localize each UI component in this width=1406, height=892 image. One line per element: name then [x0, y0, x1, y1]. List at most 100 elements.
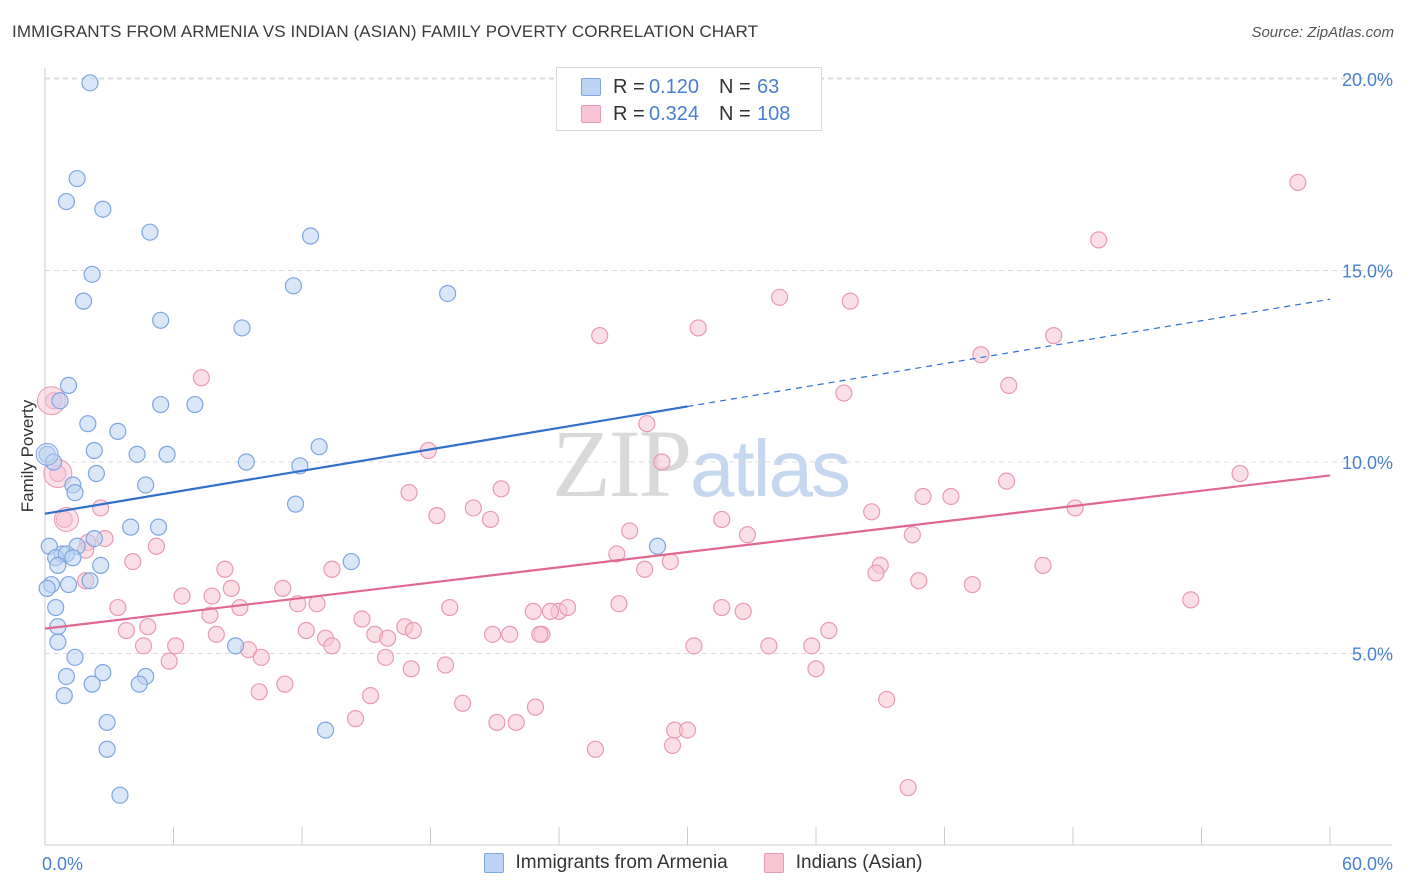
armenia-point	[59, 575, 78, 594]
grid-lines	[45, 77, 1392, 654]
armenia-point	[83, 265, 101, 283]
indian-point	[192, 369, 210, 387]
armenia-point	[186, 395, 204, 414]
series-armenia-points	[35, 74, 667, 804]
indian-point	[867, 564, 885, 582]
legend-label-indian: Indians (Asian)	[795, 852, 923, 873]
armenia-point	[128, 445, 146, 463]
indian-point	[361, 687, 380, 705]
indian-point	[203, 587, 221, 605]
indian-point	[1066, 499, 1084, 517]
indian-point	[610, 595, 628, 613]
armenia-point	[79, 415, 97, 433]
watermark-atlas: atlas	[690, 424, 851, 513]
y-tick-label: 15.0%	[1342, 262, 1393, 282]
indian-point	[661, 552, 679, 571]
indian-point	[117, 621, 135, 640]
armenia-point	[66, 648, 84, 666]
armenia-point	[227, 637, 245, 655]
indian-point	[541, 602, 560, 620]
indian-point	[738, 526, 757, 544]
armenia-point	[301, 227, 320, 245]
legend-n-value: 63	[757, 75, 780, 98]
armenia-point	[130, 675, 148, 693]
armenia-point	[152, 311, 170, 329]
legend-row-indian: R = 0.324 N = 108	[581, 101, 790, 127]
armenia-point	[51, 392, 69, 410]
trend-line-indian	[44, 474, 1331, 630]
legend-r-value: 0.324	[649, 102, 700, 125]
indian-point	[636, 560, 654, 578]
indian-point	[972, 346, 990, 364]
armenia-point	[149, 518, 168, 536]
legend-item-indian[interactable]: Indians (Asian)	[763, 852, 923, 874]
indian-point	[591, 327, 609, 345]
armenia-point	[85, 441, 103, 460]
indian-point	[252, 648, 270, 666]
indian-point	[501, 625, 519, 643]
indian-point	[653, 453, 671, 471]
indian-point	[621, 522, 639, 540]
indian-point	[942, 487, 960, 506]
indian-point	[484, 625, 502, 643]
indian-point	[404, 621, 422, 640]
y-tick-label: 10.0%	[1342, 453, 1393, 473]
legend-r-label: R =	[613, 75, 645, 98]
armenia-point	[310, 438, 328, 456]
indian-point	[638, 415, 656, 433]
indian-point	[276, 675, 294, 693]
indian-point	[134, 637, 153, 655]
indian-point	[436, 656, 455, 674]
chart-title: IMMIGRANTS FROM ARMENIA VS INDIAN (ASIAN…	[12, 22, 759, 41]
armenia-point	[158, 445, 176, 463]
indian-point	[1182, 591, 1200, 609]
indian-point	[1231, 464, 1249, 483]
correlation-legend: R = 0.120 N = 63 R = 0.324 N = 108	[556, 67, 822, 131]
armenia-point	[35, 442, 59, 466]
indian-point	[308, 595, 326, 613]
indian-point	[454, 694, 472, 712]
indian-point	[1000, 376, 1018, 394]
armenia-point	[316, 721, 335, 739]
legend-swatch-indian	[763, 853, 784, 873]
indian-point	[207, 625, 225, 643]
indian-point	[678, 721, 697, 739]
armenia-point	[68, 169, 86, 188]
indian-point	[863, 503, 881, 521]
armenia-point	[648, 537, 667, 555]
trend-line-armenia	[44, 405, 688, 515]
indian-point	[841, 292, 859, 310]
indian-point	[807, 660, 825, 678]
source-credit: Source: ZipAtlas.com	[1251, 24, 1394, 41]
armenia-point	[47, 598, 65, 617]
armenia-point	[66, 484, 84, 502]
indian-point	[963, 575, 981, 594]
indian-point	[663, 736, 682, 755]
armenia-point	[342, 552, 360, 571]
armenia-point	[38, 579, 56, 597]
indian-point	[464, 499, 482, 517]
indian-point	[685, 637, 703, 655]
legend-item-armenia[interactable]: Immigrants from Armenia	[483, 852, 728, 874]
indian-point	[297, 621, 315, 640]
armenia-point	[98, 740, 116, 758]
legend-swatch-armenia	[581, 78, 601, 96]
indian-point	[376, 648, 395, 666]
indian-point	[492, 480, 510, 498]
indian-point	[760, 637, 778, 655]
armenia-point	[49, 556, 67, 575]
series-legend: Immigrants from Armenia Indians (Asian)	[0, 852, 1406, 874]
indian-point	[820, 621, 838, 640]
armenia-point	[109, 422, 127, 440]
armenia-point	[87, 464, 106, 483]
armenia-point	[81, 572, 99, 590]
armenia-point	[111, 786, 129, 804]
indian-point	[507, 713, 525, 732]
armenia-point	[141, 223, 159, 241]
armenia-point	[55, 687, 73, 705]
legend-r-label: R =	[613, 102, 645, 125]
armenia-point	[237, 453, 255, 471]
series-indian-points	[36, 173, 1307, 797]
indian-point	[878, 690, 896, 709]
